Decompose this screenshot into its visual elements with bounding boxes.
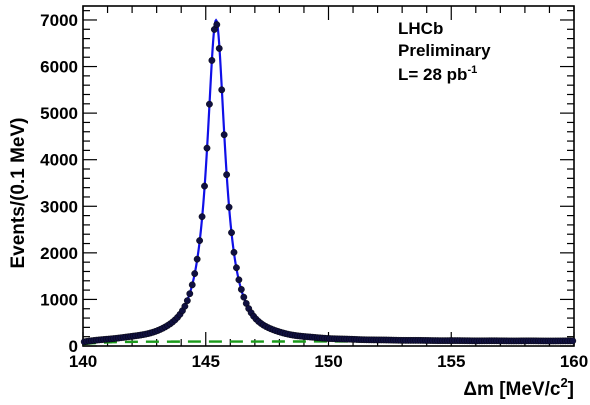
annotation-luminosity: L= 28 pb-1 [398, 64, 477, 84]
x-tick-label: 150 [314, 352, 342, 371]
y-tick-label: 5000 [40, 104, 78, 123]
data-point [215, 45, 223, 52]
data-point [201, 182, 208, 190]
x-axis-title-main: Δm [MeV/c [463, 379, 561, 400]
data-point [203, 144, 211, 152]
data-point [206, 100, 213, 108]
x-axis-title: Δm [MeV/c2] [463, 375, 574, 400]
annotation-status: Preliminary [398, 41, 491, 60]
total-fit [82, 18, 574, 344]
x-tick-label: 155 [437, 352, 465, 371]
data-point [235, 276, 243, 284]
data-point [569, 337, 577, 345]
plot-frame-rect [82, 5, 575, 347]
data-point [208, 57, 216, 64]
data-point [230, 248, 238, 256]
data-point [237, 286, 245, 293]
plot-frame [82, 5, 575, 347]
x-tick-label: 160 [560, 352, 588, 371]
data-point [181, 302, 189, 310]
y-tick-label: 2000 [40, 244, 78, 263]
luminosity-exponent: -1 [467, 64, 477, 76]
y-tick-label: 6000 [40, 58, 78, 77]
x-tick-label: 145 [192, 352, 220, 371]
data-point [225, 203, 233, 211]
y-tick-label: 1000 [40, 290, 78, 309]
data-point [191, 270, 199, 277]
data-point [218, 86, 226, 94]
data-point [188, 281, 196, 289]
annotation-experiment: LHCb [398, 19, 443, 38]
data-point [196, 237, 204, 245]
data-point [228, 229, 235, 237]
data-point [220, 131, 228, 139]
y-axis-title: Events/(0.1 MeV) [8, 118, 29, 269]
data-point [223, 171, 231, 179]
y-tick-label: 7000 [40, 11, 78, 30]
x-tick-label: 140 [69, 352, 97, 371]
data-point [213, 21, 221, 29]
y-axis-ticks: 0 1000 2000 3000 4000 5000 6000 7000 [40, 10, 574, 356]
data-point [198, 213, 206, 221]
data-point [193, 255, 201, 263]
luminosity-main: L= 28 pb [398, 65, 467, 84]
data-points [80, 21, 577, 346]
x-axis-ticks: 140 145 150 155 160 [69, 6, 588, 371]
data-point [233, 264, 240, 272]
y-tick-label: 4000 [40, 151, 78, 170]
fit-curve [82, 18, 574, 344]
data-point [183, 297, 191, 305]
y-tick-label: 0 [69, 337, 78, 356]
data-point [240, 293, 248, 301]
x-axis-title-end: ] [568, 379, 574, 400]
x-axis-title-sup: 2 [560, 375, 567, 390]
y-tick-label: 3000 [40, 197, 78, 216]
data-point [186, 290, 194, 298]
